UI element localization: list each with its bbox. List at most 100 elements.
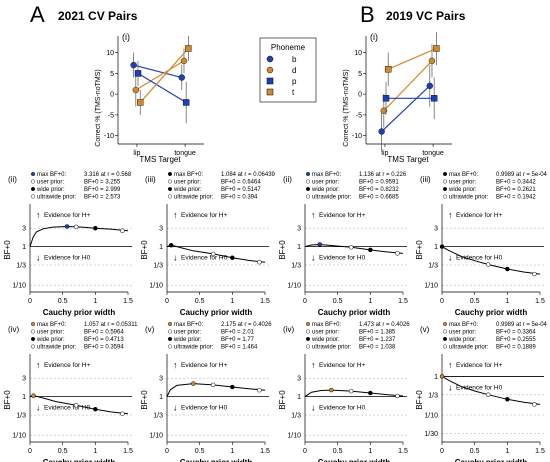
y-tick-label: -5 xyxy=(108,112,114,119)
x-tick-label: 1 xyxy=(230,448,234,455)
evidence-h-zero: Evidence for H0 xyxy=(181,405,228,412)
legend-text: ultrawide prior: xyxy=(37,195,77,201)
y-tick-label: -10 xyxy=(104,133,114,140)
arrow-up-icon: ↑ xyxy=(311,210,316,220)
bf-curve xyxy=(166,383,266,397)
x-tick-label: 0 xyxy=(440,298,444,305)
panel-a-title: 2021 CV Pairs xyxy=(58,9,138,23)
y-tick-label: 1 xyxy=(434,374,438,381)
point-max xyxy=(329,387,334,393)
legend-dot xyxy=(167,322,172,327)
evidence-h-plus: Evidence for H+ xyxy=(44,362,91,369)
legend-dot xyxy=(31,322,36,327)
x-tick-label: 0.5 xyxy=(470,448,480,455)
point-ultrawide xyxy=(395,251,400,256)
legend-label-b: b xyxy=(292,55,297,64)
legend-value: 1.084 at r = 0.06439 xyxy=(221,172,276,178)
legend-value: BF+0 = 0.9591 xyxy=(359,180,399,186)
point-p xyxy=(430,95,438,102)
legend-dot xyxy=(306,344,311,349)
legend-value: BF+0 = 2.573 xyxy=(84,195,121,201)
x-axis-label: Cauchy prior width xyxy=(455,458,528,462)
x-tick-label: 1 xyxy=(93,448,97,455)
y-tick-label: 1/10 xyxy=(424,283,438,290)
point-d xyxy=(180,57,188,65)
evidence-h-zero: Evidence for H0 xyxy=(44,255,91,262)
x-tick-label: 0.5 xyxy=(195,298,205,305)
y-axis-label: BF+0 xyxy=(3,390,12,410)
legend-dot xyxy=(443,322,448,327)
legend-dot xyxy=(167,194,172,199)
y-tick-label: 1/10 xyxy=(287,283,301,290)
panel-label: (v) xyxy=(145,325,155,334)
evidence-h-plus: Evidence for H+ xyxy=(319,212,366,219)
x-tick-label: 0 xyxy=(165,448,169,455)
y-tick-label: 1/3 xyxy=(153,263,163,270)
x-axis-label: Cauchy prior width xyxy=(43,458,116,462)
y-axis-label: BF+0 xyxy=(278,240,287,260)
point-max xyxy=(439,244,445,249)
x-tick-label: tongue xyxy=(174,150,196,157)
panel-a-letter: A xyxy=(30,2,45,27)
legend-dot xyxy=(167,179,172,184)
legend-value: 0.9989 at r = 5e-04 xyxy=(496,322,548,328)
bf-panel-B(ii): (ii) max BF+0: 1.136 at r = 0.226 user prio… xyxy=(278,171,408,317)
point-wide xyxy=(93,406,98,412)
legend-dot xyxy=(443,179,448,184)
series-line-d xyxy=(383,60,433,112)
legend-text: wide prior: xyxy=(173,337,202,343)
point-d xyxy=(380,107,388,114)
point-max xyxy=(31,393,36,398)
arrow-down-icon: ↓ xyxy=(36,253,41,263)
legend-dot xyxy=(167,171,172,176)
y-tick-label: 1/30 xyxy=(424,431,438,438)
y-tick-label: 1 xyxy=(297,244,301,251)
y-axis-label: BF+0 xyxy=(415,390,424,410)
top-plot-a: -10 -5 0 5 10 lip tongue xyxy=(104,36,204,157)
x-axis-label: Cauchy prior width xyxy=(318,308,391,317)
legend-value: 1.473 at r = 0.4026 xyxy=(359,322,410,328)
x-axis-label: Cauchy prior width xyxy=(180,458,253,462)
y-axis-label: BF+0 xyxy=(278,390,287,410)
y-axis-label: BF+0 xyxy=(415,240,424,260)
arrow-up-icon: ↑ xyxy=(448,360,453,370)
legend-text: wide prior: xyxy=(311,187,340,193)
x-tick-label: 1.5 xyxy=(535,298,545,305)
x-tick-label: 1 xyxy=(368,298,372,305)
legend-text: user prior: xyxy=(312,180,339,186)
x-tick-label: 0 xyxy=(440,448,444,455)
bf-panel-B(v): (v) max BF+0: 0.9989 at r = 5e-04 user prio… xyxy=(415,322,548,462)
point-wide xyxy=(368,247,373,253)
legend-dot xyxy=(306,171,311,176)
x-tick-label: 0.5 xyxy=(195,448,205,455)
point-t xyxy=(137,99,144,106)
x-tick-label: 1 xyxy=(505,448,509,455)
legend-dot xyxy=(31,344,36,349)
point-wide xyxy=(505,397,510,402)
y-tick-label: -10 xyxy=(352,133,362,140)
y-tick-label: 5 xyxy=(358,71,362,78)
legend-value: BF+0 = 0.2621 xyxy=(496,187,536,193)
legend-value: BF+0 = 1.038 xyxy=(359,345,396,351)
legend-text: max BF+0: xyxy=(37,172,67,178)
x-tick-label: 0 xyxy=(28,448,32,455)
legend-marker-b xyxy=(266,55,274,63)
legend-value: BF+0 = 0.394 xyxy=(221,195,258,201)
point-wide xyxy=(230,255,235,260)
legend-marker-p xyxy=(266,77,274,85)
legend-dot xyxy=(443,194,448,199)
legend-label-p: p xyxy=(292,77,297,86)
legend-value: BF+0 = 1.464 xyxy=(221,345,258,351)
legend-text: wide prior: xyxy=(173,187,202,193)
y-tick-label: 0 xyxy=(358,92,362,99)
x-tick-label: 1 xyxy=(93,298,97,305)
legend-dot xyxy=(31,171,36,176)
arrow-up-icon: ↑ xyxy=(173,210,178,220)
legend-value: 0.9989 at r = 5e-04 xyxy=(496,172,548,178)
arrow-down-icon: ↓ xyxy=(173,253,178,263)
evidence-h-zero: Evidence for H0 xyxy=(319,255,366,262)
evidence-h-plus: Evidence for H+ xyxy=(44,212,91,219)
x-axis-label: Cauchy prior width xyxy=(318,458,391,462)
evidence-h-zero: Evidence for H0 xyxy=(44,405,91,412)
